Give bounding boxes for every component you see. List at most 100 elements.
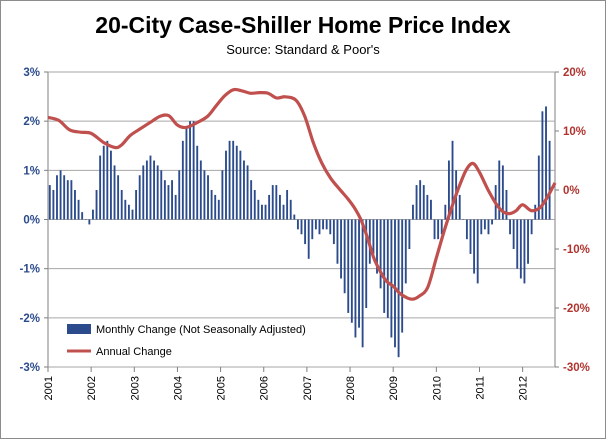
monthly-change-bar: [293, 214, 296, 220]
monthly-change-bar: [181, 140, 184, 220]
x-tick-label: 2006: [259, 376, 271, 400]
x-tick-label: 2007: [302, 376, 314, 400]
monthly-change-bar: [358, 219, 360, 328]
monthly-change-bar: [530, 219, 533, 235]
line-layer: [47, 87, 557, 301]
monthly-change-bar: [483, 219, 486, 230]
monthly-change-bar: [192, 121, 195, 220]
y-left-tick-label: -3%: [20, 362, 40, 374]
x-tick-label: 2009: [388, 376, 400, 400]
monthly-change-bar: [394, 219, 396, 348]
monthly-change-bar: [296, 219, 299, 230]
monthly-change-bar: [261, 204, 263, 220]
monthly-change-bar: [509, 219, 511, 235]
x-tick-label: 2001: [43, 376, 55, 400]
monthly-change-bar: [70, 180, 73, 220]
x-tick-label: 2002: [86, 376, 98, 400]
monthly-change-bar: [102, 145, 105, 220]
monthly-change-bar: [135, 190, 138, 220]
monthly-change-bar: [340, 219, 342, 279]
monthly-change-bar: [300, 219, 303, 235]
monthly-change-bar: [282, 204, 285, 220]
monthly-change-bar: [163, 180, 166, 220]
monthly-change-bar: [458, 194, 461, 220]
monthly-change-bar: [498, 160, 501, 220]
monthly-change-bar: [462, 219, 465, 220]
monthly-change-bar: [354, 219, 357, 338]
monthly-change-bar: [426, 194, 429, 220]
monthly-change-bar: [84, 219, 87, 220]
monthly-change-bar: [106, 140, 109, 220]
monthly-change-bar: [113, 165, 116, 220]
y-left-tick-label: 0%: [23, 215, 40, 227]
monthly-change-bar: [149, 155, 152, 220]
monthly-change-bar: [365, 219, 368, 308]
monthly-change-bar: [52, 190, 55, 220]
monthly-change-bar: [59, 170, 62, 220]
monthly-change-bar: [289, 199, 292, 220]
x-tick-label: 2010: [431, 376, 443, 400]
monthly-change-bar: [131, 209, 134, 220]
monthly-change-bar: [512, 219, 515, 249]
y-right-tick-label: 0%: [563, 185, 580, 197]
x-tick-label: 2011: [474, 376, 486, 400]
annual-change-line: [47, 87, 557, 301]
monthly-change-bar: [332, 219, 335, 245]
monthly-change-bar: [527, 219, 529, 264]
monthly-change-bar: [268, 194, 271, 220]
monthly-change-bar: [451, 140, 454, 220]
monthly-change-bar: [271, 185, 274, 220]
monthly-change-bar: [185, 126, 188, 220]
monthly-change-bar: [519, 219, 522, 279]
monthly-change-bar: [257, 199, 260, 220]
axes-layer: 3% 2% 1% 0% -1% -2% -3% 20% 10% 0% -10% -20% -30% 200…: [20, 67, 590, 400]
monthly-change-bar: [487, 219, 490, 235]
monthly-change-bar: [124, 199, 127, 220]
x-tick-label: 2008: [345, 376, 357, 400]
monthly-change-bar: [225, 150, 227, 220]
monthly-change-bar: [127, 204, 130, 220]
x-tick-label: 2005: [216, 376, 228, 400]
x-tick-label: 2003: [129, 376, 141, 400]
legend-bar-swatch: [67, 324, 91, 334]
monthly-change-bar: [440, 219, 443, 235]
y-left-tick-label: 3%: [23, 67, 40, 79]
monthly-change-bar: [278, 194, 281, 220]
monthly-change-bar: [145, 160, 148, 220]
monthly-change-bar: [275, 185, 278, 220]
monthly-change-bar: [397, 219, 400, 358]
monthly-change-bar: [336, 219, 339, 264]
monthly-change-bar: [480, 219, 483, 235]
monthly-change-bar: [109, 150, 112, 220]
monthly-change-bar: [422, 185, 425, 220]
monthly-change-bar: [199, 160, 202, 220]
monthly-change-bar: [376, 219, 378, 274]
monthly-change-bar: [117, 175, 120, 220]
monthly-change-bar: [437, 219, 440, 240]
y-right-tick-label: 10%: [563, 126, 586, 138]
monthly-change-bar: [318, 219, 321, 235]
monthly-change-bar: [228, 140, 231, 220]
monthly-change-bar: [473, 219, 476, 274]
monthly-change-bar: [465, 219, 468, 240]
monthly-change-bar: [476, 219, 479, 284]
monthly-change-bar: [221, 170, 224, 220]
monthly-change-bar: [408, 219, 411, 249]
monthly-change-bar: [505, 190, 508, 220]
y-left-tick-label: 2%: [23, 116, 40, 128]
monthly-change-bar: [430, 199, 432, 220]
monthly-change-bar: [92, 209, 94, 220]
monthly-change-bar: [447, 160, 450, 220]
monthly-change-bar: [350, 219, 353, 323]
monthly-change-bar: [415, 185, 418, 220]
chart-title: 20-City Case-Shiller Home Price Index: [95, 12, 511, 38]
monthly-change-bar: [77, 199, 80, 220]
monthly-change-bar: [235, 145, 238, 220]
monthly-change-bar: [232, 140, 235, 220]
y-left-tick-label: 1%: [23, 165, 40, 177]
monthly-change-bar: [307, 219, 310, 259]
monthly-change-bar: [537, 155, 540, 220]
monthly-change-bar: [88, 219, 91, 225]
monthly-change-bar: [419, 180, 422, 220]
